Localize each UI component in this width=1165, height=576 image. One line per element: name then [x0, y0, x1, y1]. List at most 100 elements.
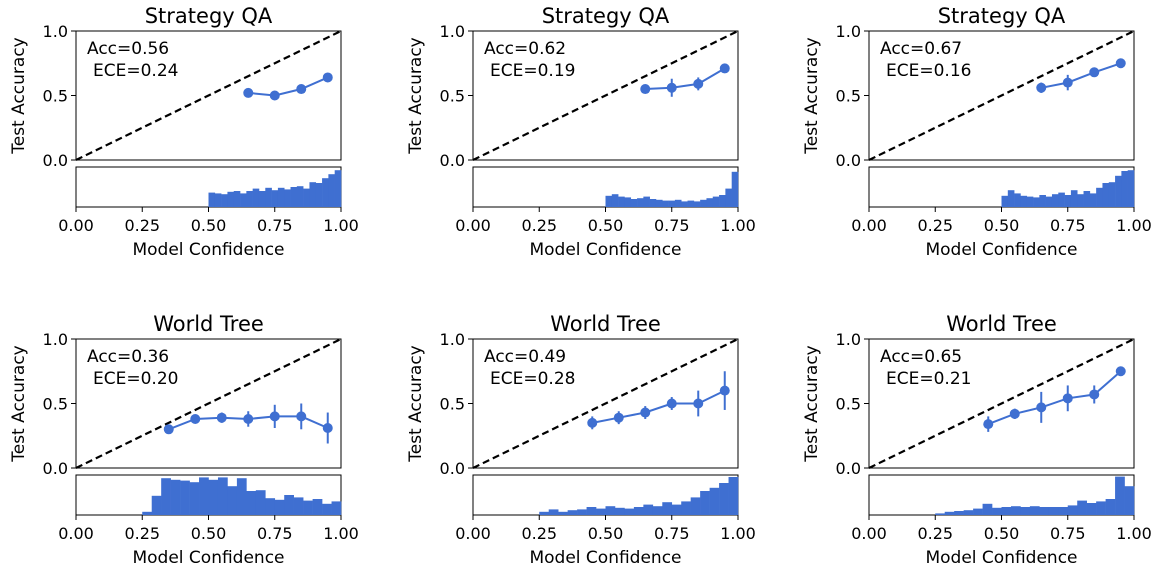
y-tick-label: 0.5 [43, 87, 68, 106]
x-tick-label: 0.00 [455, 216, 491, 235]
accuracy-annotation: Acc=0.56 [87, 39, 169, 59]
histogram-bar [992, 507, 1002, 515]
accuracy-annotation: Acc=0.65 [880, 347, 962, 367]
data-point [719, 385, 730, 396]
y-tick-label: 0.0 [440, 459, 465, 478]
histogram-bar [963, 510, 974, 515]
x-axis-label: Model Confidence [529, 548, 681, 568]
x-tick-label: 0.50 [588, 216, 624, 235]
histogram-bar [558, 511, 568, 515]
histogram-bar [1020, 507, 1031, 515]
data-point [666, 398, 677, 409]
histogram-bar [655, 199, 663, 207]
data-point [666, 82, 677, 93]
histogram-bar [1010, 506, 1021, 515]
data-point [1009, 408, 1020, 419]
y-tick-label: 1.0 [43, 330, 68, 349]
histogram-bar [1108, 182, 1116, 207]
histogram-bar [973, 508, 983, 515]
series-line [1041, 62, 1122, 89]
histogram-bar [233, 191, 241, 207]
histogram-bar [611, 194, 619, 207]
x-tick-label: 0.25 [124, 216, 160, 235]
perfect-calibration-line [75, 30, 342, 161]
histogram-bar [1102, 183, 1110, 207]
histogram-bar [208, 479, 219, 515]
histogram-bar [662, 502, 673, 515]
histogram-bar [935, 513, 946, 515]
histogram-bar [246, 491, 257, 515]
histogram-bar [334, 170, 342, 207]
histogram-bar [1045, 196, 1053, 207]
accuracy-annotation: Acc=0.36 [87, 347, 169, 367]
data-point [269, 411, 280, 422]
data-point [163, 424, 174, 435]
histogram-bar [161, 478, 171, 515]
x-tick-label: 1.00 [323, 524, 359, 543]
ece-annotation: ECE=0.28 [490, 369, 575, 389]
histogram-bar [1020, 195, 1028, 207]
histogram-bar [1086, 503, 1097, 515]
histogram-bar [189, 482, 200, 515]
histogram-bar [954, 511, 964, 515]
y-tick-label: 1.0 [440, 330, 465, 349]
accuracy-annotation: Acc=0.49 [484, 347, 566, 367]
histogram-bar [277, 187, 285, 207]
histogram-bar [548, 509, 559, 515]
x-tick-label: 0.25 [124, 524, 160, 543]
histogram-bar [331, 501, 342, 515]
x-axis-label: Model Confidence [132, 240, 284, 260]
subplot-2: Strategy QA 0.0 0.5 1.0 Test Accuracy Acc=0.6… [406, 4, 756, 260]
y-axis-label: Test Accuracy [9, 37, 29, 155]
histogram-bar [296, 186, 304, 207]
x-tick-label: 0.25 [917, 524, 953, 543]
y-tick-label: 0.0 [836, 459, 861, 478]
data-point [269, 90, 280, 101]
histogram-bar [284, 189, 291, 207]
histogram-bar [693, 201, 701, 207]
histogram-bar [1089, 193, 1097, 207]
y-tick-label: 1.0 [836, 330, 861, 349]
y-tick-label: 0.0 [43, 151, 68, 170]
histogram-bar [214, 193, 222, 207]
perfect-calibration-line [868, 338, 1135, 469]
data-point [613, 412, 624, 423]
histogram-bar [712, 196, 720, 207]
histogram-bar [303, 500, 313, 515]
x-tick-label: 1.00 [1116, 216, 1152, 235]
histogram-bar [142, 511, 153, 515]
data-point [640, 84, 651, 95]
histogram-bar [1001, 507, 1012, 515]
x-tick-label: 0.75 [257, 524, 293, 543]
accuracy-annotation: Acc=0.62 [484, 39, 566, 59]
histogram-bar [662, 200, 669, 207]
x-tick-label: 0.50 [984, 216, 1020, 235]
histogram-bar [982, 503, 993, 515]
x-tick-label: 0.00 [455, 524, 491, 543]
x-tick-label: 1.00 [1116, 524, 1152, 543]
histogram-bar [624, 508, 635, 515]
x-tick-label: 0.25 [917, 216, 953, 235]
x-tick-label: 0.25 [521, 216, 557, 235]
x-tick-label: 0.75 [1050, 524, 1086, 543]
perfect-calibration-line [75, 338, 342, 469]
x-tick-label: 0.25 [521, 524, 557, 543]
histogram-bar [252, 188, 260, 207]
x-tick-label: 0.00 [851, 216, 887, 235]
histogram-bar [217, 477, 228, 515]
histogram-bar [719, 195, 726, 207]
histogram-bar [293, 497, 304, 515]
histogram-bar [1051, 194, 1059, 207]
histogram-bar [1033, 197, 1040, 207]
histogram-bar [1039, 507, 1050, 515]
x-tick-label: 0.75 [257, 216, 293, 235]
data-point [983, 419, 994, 430]
histogram-bar [681, 201, 688, 207]
histogram-bar [208, 192, 216, 207]
histogram-bar [284, 495, 294, 515]
x-tick-label: 0.00 [851, 524, 887, 543]
histogram-bar [539, 511, 550, 515]
subplot-title: World Tree [550, 312, 661, 336]
histogram-bar [643, 196, 650, 207]
histogram-bar [637, 198, 644, 207]
